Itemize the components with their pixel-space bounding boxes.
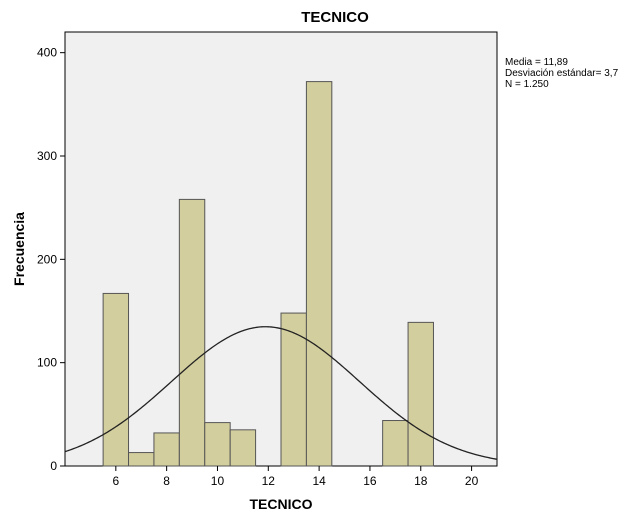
- bars-layer: [102, 81, 434, 467]
- x-tick-label-10: 10: [211, 474, 225, 488]
- stats-legend: Media = 11,89 Desviación estándar= 3,7 N…: [505, 57, 619, 90]
- y-tick-label-300: 300: [37, 149, 57, 163]
- stat-sd: Desviación estándar= 3,7: [505, 68, 619, 79]
- normal-curve-line: [64, 326, 498, 460]
- x-tick-label-16: 16: [363, 474, 377, 488]
- histogram-bar-0: [102, 292, 130, 467]
- histogram-bar-2: [153, 432, 180, 467]
- histogram-bar-6: [280, 312, 307, 467]
- histogram-bar-1: [128, 452, 155, 467]
- x-tick-label-18: 18: [414, 474, 428, 488]
- y-tick-label-0: 0: [50, 459, 57, 473]
- x-tick-label-12: 12: [262, 474, 276, 488]
- y-tick-label-100: 100: [37, 356, 57, 370]
- x-tick-label-20: 20: [465, 474, 479, 488]
- x-axis-ticks: 6 8 10 12 14 16 18 20: [112, 466, 479, 488]
- stat-mean: Media = 11,89: [505, 57, 568, 68]
- y-tick-label-200: 200: [37, 252, 57, 266]
- histogram-bar-4: [204, 422, 231, 467]
- x-tick-label-6: 6: [112, 474, 119, 488]
- chart-title: TECNICO: [301, 9, 369, 26]
- y-axis-ticks: 0 100 200 300 400: [37, 46, 65, 473]
- histogram-bar-3: [178, 198, 206, 467]
- histogram-bar-9: [407, 321, 434, 467]
- y-axis-label: Frecuencia: [11, 212, 27, 286]
- stat-n: N = 1.250: [505, 79, 549, 90]
- histogram-bar-7: [305, 81, 333, 467]
- histogram-bar-5: [229, 429, 257, 467]
- x-tick-label-14: 14: [312, 474, 326, 488]
- y-tick-label-400: 400: [37, 46, 57, 60]
- histogram-bar-8: [382, 420, 409, 467]
- x-tick-label-8: 8: [163, 474, 170, 488]
- x-axis-label: TECNICO: [250, 496, 313, 512]
